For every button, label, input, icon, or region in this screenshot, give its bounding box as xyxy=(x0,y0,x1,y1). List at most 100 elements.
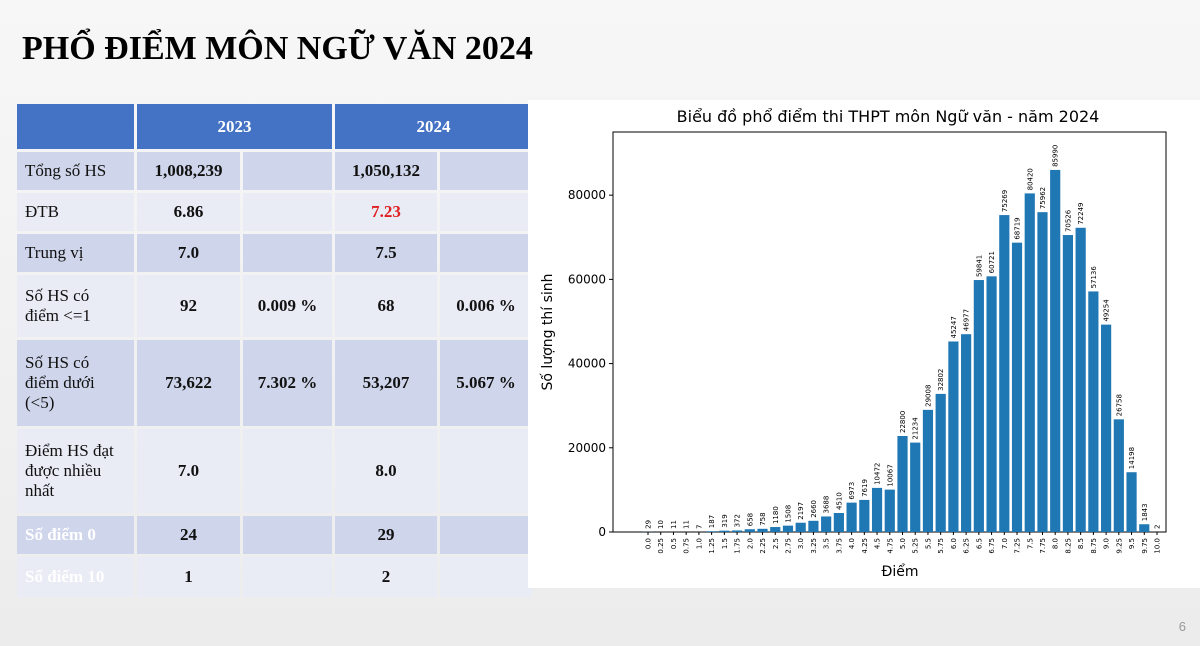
value-label: 319 xyxy=(721,514,729,527)
table-row: Số HS có điểm dưới (<5) 73,622 7.302 % 53,2… xyxy=(17,340,532,426)
header-cell: 2024 xyxy=(335,104,532,149)
value-label: 21234 xyxy=(912,417,920,440)
value-label: 72249 xyxy=(1077,203,1085,225)
bar xyxy=(1037,212,1048,532)
value-label: 32802 xyxy=(937,369,945,391)
y-tick-label: 40000 xyxy=(568,357,606,371)
value-label: 758 xyxy=(759,512,767,525)
table-cell: Trung vị xyxy=(17,234,134,272)
value-label: 1508 xyxy=(784,505,792,523)
x-tick-label: 3.5 xyxy=(823,538,831,549)
table-cell: 1,050,132 xyxy=(335,152,437,190)
stats-table: 2023 2024 Tổng số HS 1,008,239 1,050,132 ĐT… xyxy=(14,101,535,600)
x-tick-label: 8.5 xyxy=(1077,538,1085,549)
header-cell xyxy=(17,104,134,149)
table-row: Số điểm 10 1 2 xyxy=(17,557,532,597)
bar xyxy=(1011,242,1023,532)
bar xyxy=(744,529,755,532)
bar xyxy=(986,276,997,532)
x-tick-label: 2.75 xyxy=(784,538,792,554)
table-cell xyxy=(243,516,332,554)
y-tick-label: 60000 xyxy=(568,272,606,286)
bar xyxy=(782,525,794,532)
value-label: 2197 xyxy=(797,502,805,520)
value-label: 57136 xyxy=(1090,266,1098,289)
table-cell: Số HS có điểm <=1 xyxy=(17,275,134,337)
bar xyxy=(922,409,934,532)
x-tick-label: 0.5 xyxy=(670,538,678,549)
value-label: 187 xyxy=(708,515,716,528)
x-tick-label: 9.0 xyxy=(1103,538,1111,549)
value-label: 59841 xyxy=(975,255,983,277)
x-tick-label: 5.5 xyxy=(924,538,932,549)
table-cell: 7.302 % xyxy=(243,340,332,426)
table-cell: 92 xyxy=(137,275,240,337)
x-tick-label: 5.25 xyxy=(912,538,920,554)
x-tick-label: 7.5 xyxy=(1026,538,1034,549)
x-tick-label: 3.0 xyxy=(797,538,805,549)
header-row: 2023 2024 xyxy=(17,104,532,149)
value-label: 22800 xyxy=(899,411,907,433)
bar xyxy=(833,513,844,532)
x-tick-label: 1.25 xyxy=(708,538,716,554)
value-label: 75962 xyxy=(1039,187,1047,209)
x-tick-label: 4.0 xyxy=(848,538,856,549)
table-cell: 5.067 % xyxy=(440,340,532,426)
value-label: 7 xyxy=(695,525,703,529)
table-cell: 53,207 xyxy=(335,340,437,426)
value-label: 29 xyxy=(645,520,653,529)
table-cell xyxy=(440,429,532,513)
value-label: 4510 xyxy=(835,492,843,510)
table-cell: 8.0 xyxy=(335,429,437,513)
header-cell: 2023 xyxy=(137,104,332,149)
x-tick-label: 6.75 xyxy=(988,538,996,554)
value-label: 29008 xyxy=(924,385,932,407)
x-tick-label: 4.25 xyxy=(861,538,869,554)
table-row: ĐTB 6.86 7.23 xyxy=(17,193,532,231)
x-tick-label: 7.25 xyxy=(1014,538,1022,554)
value-label: 2 xyxy=(1154,525,1162,529)
x-tick-label: 1.75 xyxy=(734,538,742,554)
x-tick-label: 9.75 xyxy=(1141,538,1149,554)
bar xyxy=(973,280,984,532)
table-cell: 0.006 % xyxy=(440,275,532,337)
table-cell: 1 xyxy=(137,557,240,597)
chart: Biểu đồ phổ điểm thi THPT môn Ngữ văn - … xyxy=(528,100,1200,588)
bar xyxy=(884,489,895,532)
x-tick-label: 4.5 xyxy=(874,538,882,549)
value-label: 49254 xyxy=(1103,299,1111,322)
table-cell xyxy=(243,234,332,272)
x-tick-label: 5.0 xyxy=(899,538,907,549)
table-cell xyxy=(243,193,332,231)
table-cell xyxy=(243,557,332,597)
y-tick-label: 0 xyxy=(598,525,606,539)
bar xyxy=(1113,419,1124,532)
bar xyxy=(1101,324,1112,532)
bar xyxy=(821,516,832,532)
table-cell: Tổng số HS xyxy=(17,152,134,190)
bar xyxy=(719,530,730,532)
table-cell: 29 xyxy=(335,516,437,554)
bar xyxy=(961,334,972,532)
table-cell: 2 xyxy=(335,557,437,597)
table-cell xyxy=(440,193,532,231)
x-tick-label: 3.75 xyxy=(835,538,843,554)
value-label: 80420 xyxy=(1026,168,1034,190)
table-row: Số điểm 0 24 29 xyxy=(17,516,532,554)
table-cell: Điểm HS đạt được nhiều nhất xyxy=(17,429,134,513)
value-label: 3688 xyxy=(823,496,831,514)
x-axis-label: Điểm xyxy=(882,563,919,580)
value-label: 26758 xyxy=(1115,394,1123,416)
x-tick-label: 6.5 xyxy=(975,538,983,549)
table-row: Điểm HS đạt được nhiều nhất 7.0 8.0 xyxy=(17,429,532,513)
table-cell: 73,622 xyxy=(137,340,240,426)
x-tick-label: 7.75 xyxy=(1039,538,1047,554)
table-row: Tổng số HS 1,008,239 1,050,132 xyxy=(17,152,532,190)
bar xyxy=(731,530,743,532)
value-label: 1843 xyxy=(1141,503,1149,521)
value-label: 70526 xyxy=(1064,209,1072,232)
value-label: 7619 xyxy=(861,479,869,497)
x-tick-label: 2.25 xyxy=(759,538,767,554)
value-label: 10472 xyxy=(874,463,882,485)
table-cell: 7.23 xyxy=(335,193,437,231)
